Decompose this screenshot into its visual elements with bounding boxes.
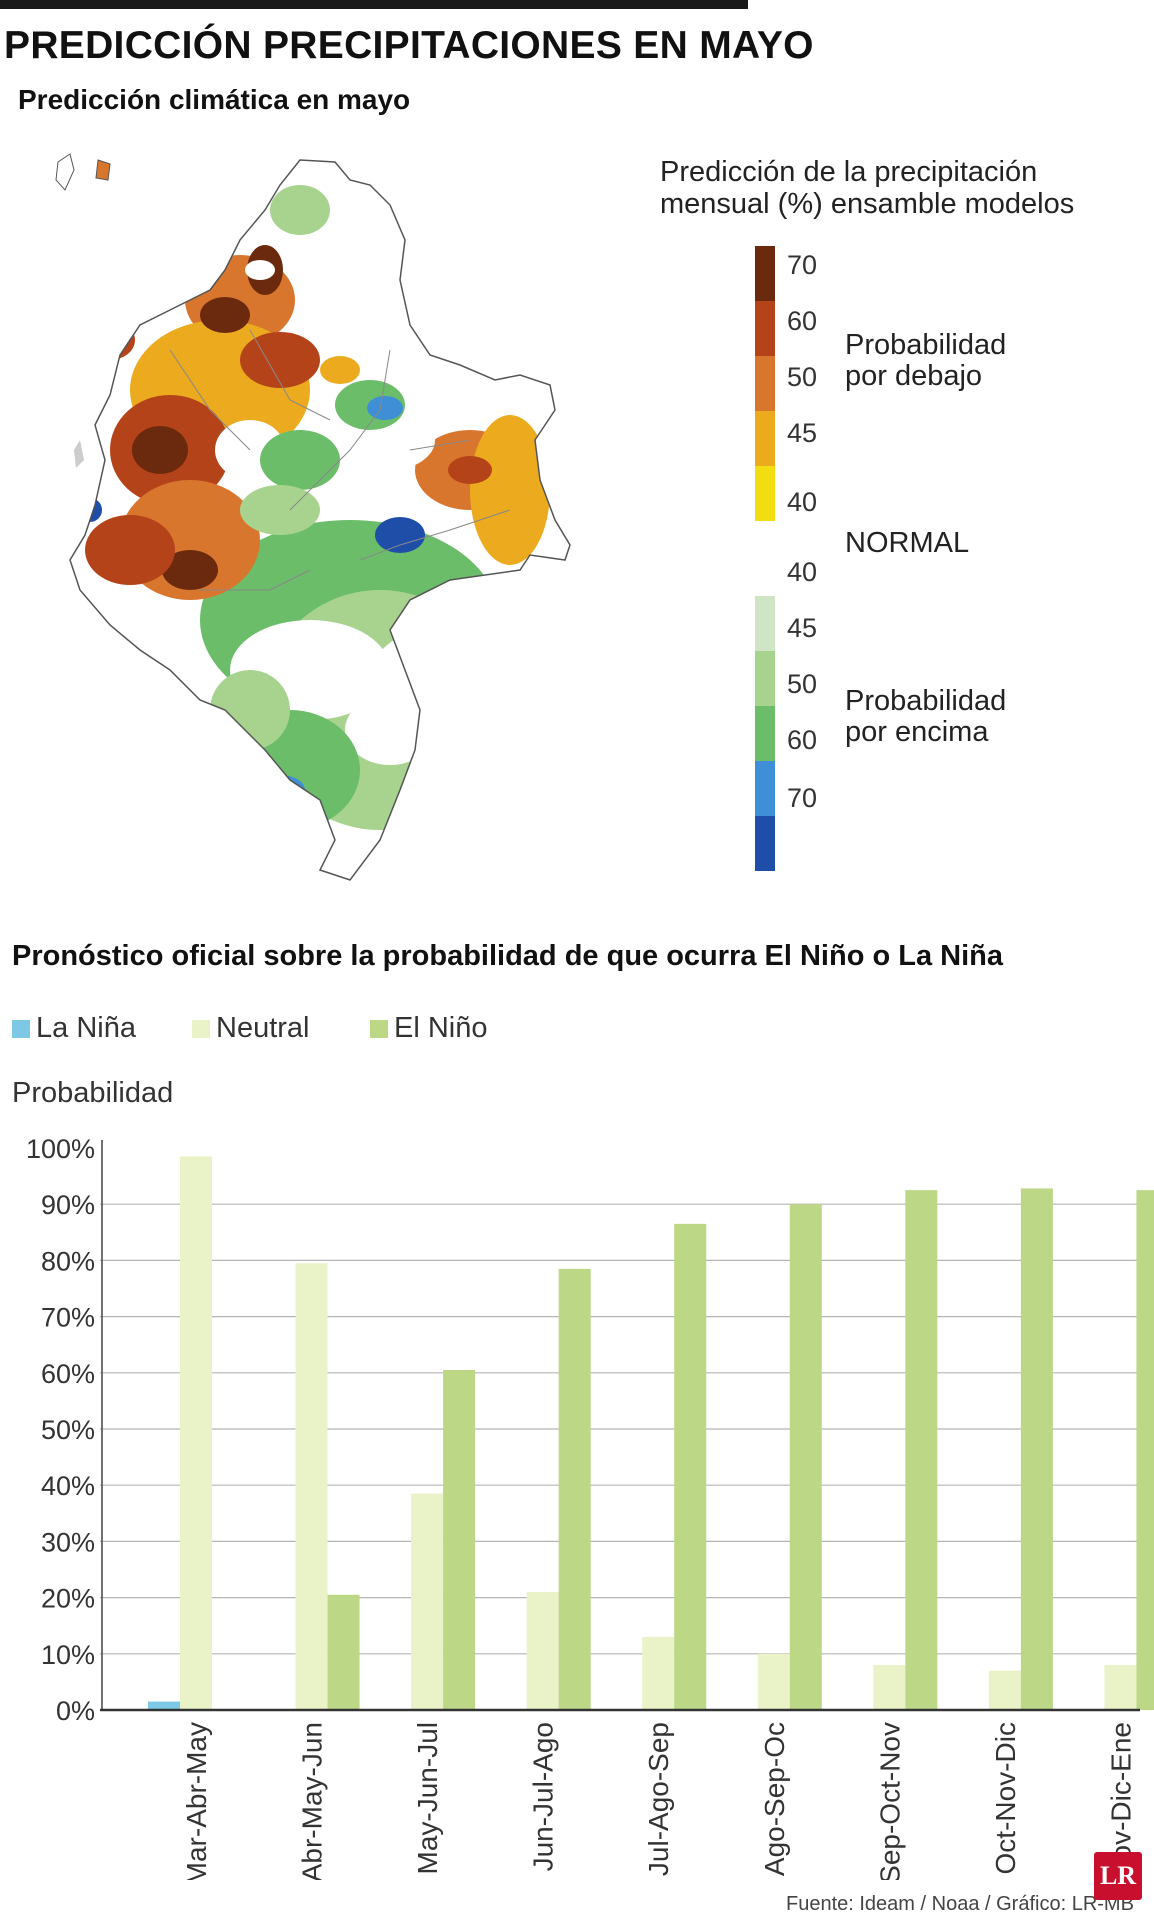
bar-el-niño — [674, 1223, 707, 1710]
chart-title: Pronóstico oficial sobre la probabilidad… — [12, 940, 1003, 972]
below-label: Probabilidad por debajo — [845, 330, 1006, 392]
scale-swatch — [755, 466, 775, 521]
page-title: PREDICCIÓN PRECIPITACIONES EN MAYO — [4, 24, 814, 67]
y-tick-label: 100% — [26, 1134, 95, 1164]
y-tick-label: 50% — [41, 1415, 95, 1445]
map-legend-title-line2: mensual (%) ensamble modelos — [660, 188, 1075, 220]
bar-el-niño — [1136, 1190, 1154, 1710]
y-tick-label: 80% — [41, 1246, 95, 1276]
scale-swatch — [755, 706, 775, 761]
bar-neutral — [526, 1591, 559, 1710]
bar-neutral — [873, 1665, 906, 1710]
map-subtitle: Predicción climática en mayo — [18, 84, 411, 115]
x-tick-label: Jul-Ago-Sep — [643, 1722, 674, 1876]
legend-label: Neutral — [216, 1012, 310, 1044]
bar-neutral — [642, 1636, 675, 1710]
bar-neutral — [988, 1670, 1021, 1710]
y-tick-label: 10% — [41, 1640, 95, 1670]
color-scale-bar — [755, 246, 775, 871]
bar-el-niño — [443, 1369, 476, 1710]
bar-neutral — [1104, 1665, 1137, 1710]
scale-swatch — [755, 596, 775, 651]
bar-neutral — [295, 1263, 328, 1710]
scale-swatch — [755, 356, 775, 411]
legend-item: Neutral — [192, 1012, 310, 1045]
below-label-line2: por debajo — [845, 360, 983, 392]
legend-label: La Niña — [36, 1012, 136, 1044]
normal-label: NORMAL — [845, 527, 970, 559]
lr-logo: LR — [1094, 1852, 1142, 1900]
legend-item: La Niña — [12, 1012, 136, 1045]
scale-swatch — [755, 246, 775, 301]
scale-tick-label: 40 — [787, 557, 818, 587]
bar-neutral — [180, 1156, 212, 1710]
scale-swatch — [755, 761, 775, 816]
above-label: Probabilidad por encima — [845, 686, 1006, 748]
above-label-line1: Probabilidad — [845, 685, 1007, 717]
colombia-precipitation-map — [55, 153, 571, 881]
y-tick-label: 40% — [41, 1471, 95, 1501]
scale-swatch — [755, 651, 775, 706]
scale-tick-label: 70 — [787, 783, 818, 813]
scale-tick-label: 40 — [787, 487, 818, 517]
above-label-line2: por encima — [845, 716, 989, 748]
bar-el-niño — [1020, 1188, 1053, 1710]
legend-item: El Niño — [370, 1012, 488, 1045]
scale-tick-label: 50 — [787, 669, 818, 699]
map-legend-title: Predicción de la precipitación mensual (… — [660, 156, 1074, 220]
scale-tick-label: 60 — [787, 725, 818, 755]
y-axis-label: Probabilidad — [12, 1077, 174, 1109]
legend-swatch — [12, 1019, 30, 1038]
scale-tick-label: 70 — [787, 250, 818, 280]
x-tick-label: Oct-Nov-Dic — [990, 1722, 1021, 1874]
y-tick-label: 30% — [41, 1527, 95, 1557]
y-tick-label: 90% — [41, 1190, 95, 1220]
x-tick-label: Sep-Oct-Nov — [874, 1722, 905, 1880]
bar-neutral — [757, 1653, 790, 1710]
bar-la-niña — [148, 1701, 180, 1710]
bar-el-niño — [905, 1190, 938, 1710]
legend-swatch — [370, 1019, 388, 1038]
scale-swatch — [755, 411, 775, 466]
scale-tick-label: 45 — [787, 418, 818, 448]
map-legend-title-line1: Predicción de la precipitación — [660, 156, 1038, 188]
x-tick-label: Ago-Sep-Oc — [759, 1722, 790, 1876]
scale-swatch — [755, 301, 775, 356]
bar-el-niño — [327, 1594, 360, 1710]
x-tick-label: May-Jun-Jul — [412, 1722, 443, 1874]
x-tick-label: Jun-Jul-Ago — [528, 1722, 559, 1871]
scale-tick-label: 45 — [787, 613, 818, 643]
top-rule — [0, 0, 748, 9]
scale-tick-label: 50 — [787, 362, 818, 392]
bar-el-niño — [789, 1204, 822, 1710]
scale-swatch — [755, 816, 775, 871]
x-tick-label: Abr-May-Jun — [297, 1722, 328, 1880]
y-tick-label: 0% — [56, 1696, 95, 1726]
scale-tick-label: 60 — [787, 306, 818, 336]
bar-neutral — [411, 1493, 444, 1710]
y-tick-label: 70% — [41, 1303, 95, 1333]
enso-probability-chart: 0% 10% 20% 30% 40% 50% 60% 70% 80% 90% 100% Mar-Abr… — [26, 1134, 1154, 1880]
bar-el-niño — [558, 1268, 591, 1710]
source-note: Fuente: Ideam / Noaa / Gráfico: LR-MB — [786, 1893, 1134, 1915]
x-tick-label: Mar-Abr-May — [181, 1722, 212, 1880]
legend-label: El Niño — [394, 1012, 488, 1044]
y-tick-label: 20% — [41, 1584, 95, 1614]
below-label-line1: Probabilidad — [845, 329, 1007, 361]
y-tick-label: 60% — [41, 1359, 95, 1389]
scale-swatch — [755, 521, 775, 596]
legend-swatch — [192, 1019, 210, 1038]
